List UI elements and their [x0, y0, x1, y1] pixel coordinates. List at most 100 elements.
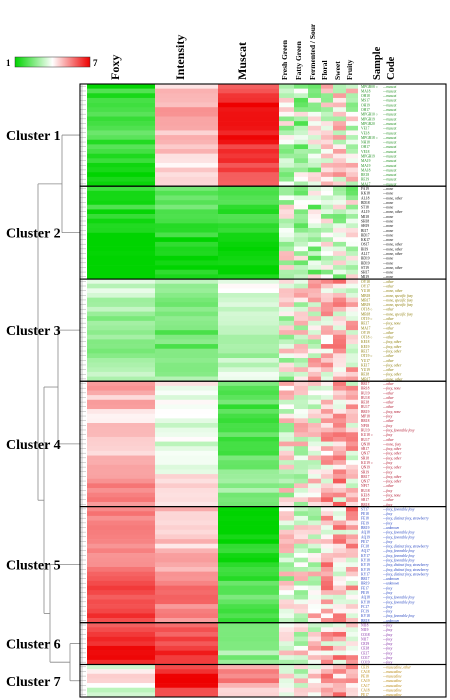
heatmap-cell: [87, 529, 155, 535]
color-scale-legend: 1 7: [6, 56, 98, 68]
heatmap-cell: [346, 585, 358, 591]
sample-descriptor: —none: [382, 271, 394, 275]
sample-code: YU17: [361, 359, 370, 363]
heatmap-cell: [308, 158, 321, 164]
sample-descriptor: —foxy: [382, 470, 393, 474]
heatmap-cell: [308, 385, 321, 391]
heatmap-cell: [321, 404, 333, 410]
sample-descriptor: —muscat: [382, 127, 397, 131]
heatmap-cell: [294, 237, 308, 243]
heatmap-cell: [346, 116, 358, 122]
heatmap-cell: [308, 306, 321, 312]
sample-code: CO19: [361, 661, 370, 665]
heatmap-cell: [279, 604, 294, 610]
heatmap-cell: [346, 539, 358, 545]
heatmap-cell: [218, 497, 279, 503]
heatmap-cell: [279, 227, 294, 233]
heatmap-cell: [346, 93, 358, 99]
sample-descriptor: —muscat: [382, 154, 397, 158]
heatmap-cell: [294, 288, 308, 294]
heatmap-cell: [155, 585, 218, 591]
heatmap-cell: [294, 190, 308, 196]
heatmap-cell: [218, 557, 279, 563]
heatmap-cell: [218, 162, 279, 168]
heatmap-cell: [346, 200, 358, 206]
heatmap-cell: [87, 371, 155, 377]
sample-descriptor: —foxy: [382, 642, 393, 646]
sample-code: RE19: [361, 178, 369, 182]
heatmap-cell: [218, 186, 279, 192]
heatmap-cell: [346, 450, 358, 456]
heatmap-cell: [333, 608, 346, 614]
heatmap-cell: [155, 214, 218, 219]
heatmap-cell: [294, 381, 308, 387]
heatmap-cell: [308, 311, 321, 317]
heatmap-cell: [155, 636, 218, 642]
heatmap-cell: [87, 376, 155, 382]
heatmap-cell: [346, 241, 358, 247]
heatmap-cell: [218, 655, 279, 661]
heatmap-cell: [294, 404, 308, 410]
heatmap-cell: [333, 585, 346, 591]
heatmap-cell: [333, 144, 346, 150]
heatmap-cell: [218, 209, 279, 215]
heatmap-cell: [346, 367, 358, 373]
heatmap-cell: [308, 135, 321, 141]
heatmap-cell: [308, 613, 321, 619]
heatmap-cell: [321, 557, 333, 563]
sample-descriptor: —foxy, distinct foxy, strawberry: [382, 517, 429, 522]
heatmap-cell: [333, 525, 346, 531]
heatmap-cell: [346, 399, 358, 405]
heatmap-cell: [294, 204, 308, 210]
heatmap-cell: [308, 390, 321, 396]
heatmap-cell: [294, 687, 308, 693]
heatmap-cell: [333, 348, 346, 354]
heatmap-cell: [321, 511, 333, 517]
heatmap-cell: [87, 158, 155, 164]
sample-code: KY18: [361, 600, 370, 604]
heatmap-cell: [321, 655, 333, 661]
heatmap-cell: [308, 93, 321, 99]
sample-code: CE18: [361, 647, 369, 651]
heatmap-cell: [87, 269, 155, 275]
heatmap-cell: [346, 687, 358, 693]
heatmap-cell: [218, 274, 279, 280]
heatmap-cell: [333, 260, 346, 266]
heatmap-cell: [308, 334, 321, 340]
heatmap-cell: [308, 460, 321, 466]
heatmap-cell: [87, 348, 155, 354]
heatmap-cell: [321, 594, 333, 600]
sample-code: SR18: [361, 456, 369, 460]
heatmap-cell: [346, 153, 358, 159]
heatmap-cell: [308, 511, 321, 517]
heatmap-cell: [321, 111, 333, 117]
heatmap-cell: [87, 204, 155, 210]
heatmap-cell: [294, 557, 308, 563]
heatmap-cell: [279, 279, 294, 284]
heatmap-cell: [155, 181, 218, 187]
heatmap-cell: [346, 511, 358, 517]
heatmap-cell: [346, 302, 358, 308]
heatmap-cell: [87, 571, 155, 577]
heatmap-cell: [294, 492, 308, 498]
sample-descriptor: —other: [382, 498, 394, 502]
heatmap-cell: [308, 655, 321, 661]
sample-descriptor: —muscat: [382, 150, 397, 154]
heatmap-cell: [321, 436, 333, 442]
heatmap-cell: [346, 529, 358, 535]
heatmap-cell: [308, 153, 321, 159]
sample-code: KK17: [361, 238, 370, 242]
heatmap-cell: [321, 357, 333, 363]
heatmap-cell: [155, 111, 218, 117]
heatmap-cell: [155, 102, 218, 108]
heatmap-cell: [308, 478, 321, 484]
sample-code: FE17: [361, 586, 369, 590]
sample-descriptor: —none: [382, 229, 394, 233]
heatmap-cell: [308, 362, 321, 368]
column-header: Foxy: [108, 55, 122, 80]
heatmap-cell: [294, 214, 308, 219]
heatmap-cell: [218, 311, 279, 317]
heatmap-cell: [346, 432, 358, 438]
heatmap-cell: [308, 427, 321, 433]
sample-descriptor: —none, other: [382, 247, 403, 252]
